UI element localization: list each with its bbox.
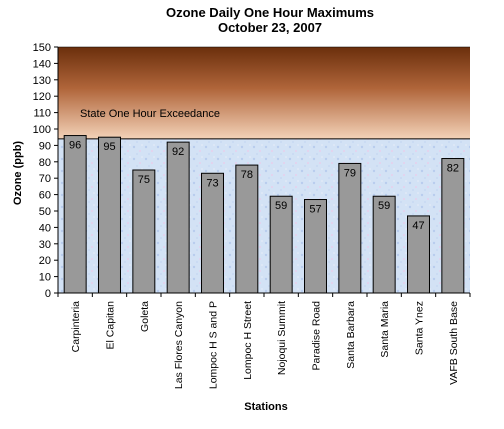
plot-background bbox=[58, 138, 470, 293]
bar bbox=[441, 158, 465, 294]
category-label: VAFB South Base bbox=[448, 301, 460, 385]
y-tick-label: 80 bbox=[39, 157, 51, 169]
y-tick-label: 150 bbox=[33, 42, 51, 54]
category-label: Carpinteria bbox=[70, 301, 82, 353]
bar bbox=[132, 169, 156, 294]
data-label: 95 bbox=[103, 141, 115, 153]
data-label: 59 bbox=[378, 200, 390, 212]
y-tick-label: 60 bbox=[39, 190, 51, 202]
y-tick-label: 30 bbox=[39, 239, 51, 251]
category-label: Nojoqui Summit bbox=[276, 301, 288, 375]
y-tick-label: 140 bbox=[33, 58, 51, 70]
y-tick-label: 20 bbox=[39, 255, 51, 267]
y-tick-label: 10 bbox=[39, 272, 51, 284]
bar bbox=[235, 164, 259, 294]
bar bbox=[98, 136, 121, 294]
data-label: 75 bbox=[138, 174, 150, 186]
y-axis-title: Ozone (ppb) bbox=[12, 141, 24, 205]
data-label: 92 bbox=[172, 146, 184, 158]
data-label: 47 bbox=[412, 220, 424, 232]
chart-subtitle: October 23, 2007 bbox=[218, 20, 322, 35]
threshold-label: State One Hour Exceedance bbox=[80, 108, 220, 120]
data-label: 78 bbox=[241, 169, 253, 181]
category-label: Santa Barbara bbox=[345, 301, 357, 369]
y-tick-label: 0 bbox=[45, 288, 51, 300]
chart-title: Ozone Daily One Hour Maximums bbox=[166, 5, 374, 20]
x-axis-title: Stations bbox=[244, 401, 287, 413]
data-label: 59 bbox=[275, 200, 287, 212]
category-label: Lompoc H S and P bbox=[208, 301, 220, 389]
data-label: 82 bbox=[447, 163, 459, 175]
y-tick-label: 70 bbox=[39, 173, 51, 185]
bar bbox=[338, 162, 362, 294]
exceedance-band bbox=[58, 47, 470, 139]
bar bbox=[63, 135, 87, 294]
data-label: 73 bbox=[206, 177, 218, 189]
category-label: Goleta bbox=[139, 301, 151, 332]
data-label: 57 bbox=[309, 204, 321, 216]
category-label: Las Flores Canyon bbox=[173, 301, 185, 389]
category-label: El Capitan bbox=[105, 301, 117, 350]
category-label: Lompoc H Street bbox=[242, 301, 254, 380]
y-tick-label: 110 bbox=[33, 108, 51, 120]
bar bbox=[166, 141, 190, 294]
y-tick-label: 90 bbox=[39, 140, 51, 152]
y-tick-label: 120 bbox=[33, 91, 51, 103]
data-label: 96 bbox=[69, 140, 81, 152]
y-tick-label: 50 bbox=[39, 206, 51, 218]
y-tick-label: 130 bbox=[33, 75, 51, 87]
category-label: Paradise Road bbox=[311, 301, 323, 371]
category-label: Santa Ynez bbox=[414, 301, 426, 355]
plot-area: State One Hour Exceedance 0 10 20 30 40 50 60 70… bbox=[33, 42, 471, 389]
bar bbox=[201, 172, 224, 294]
y-tick-label: 100 bbox=[33, 124, 51, 136]
category-label: Santa Maria bbox=[379, 301, 391, 358]
y-tick-label: 40 bbox=[39, 222, 51, 234]
data-label: 79 bbox=[344, 167, 356, 179]
